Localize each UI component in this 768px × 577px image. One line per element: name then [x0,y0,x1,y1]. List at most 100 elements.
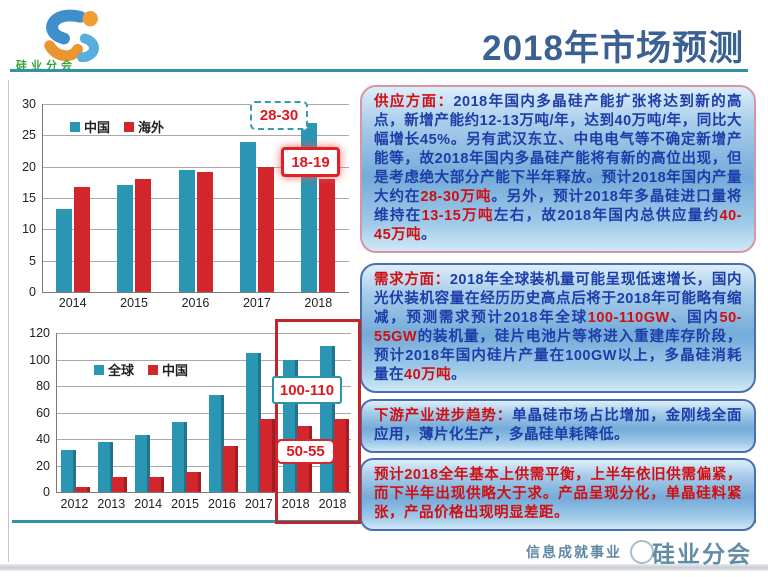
forecast-highlight-box [274,319,361,524]
y-axis-label: 40 [36,432,50,446]
watermark-logo-icon [630,540,654,564]
panel-text-segment: 。 [421,227,437,243]
gridline [42,260,349,262]
gridline [56,412,351,414]
x-axis-label: 2016 [208,497,236,511]
x-axis-label: 2013 [97,497,126,511]
legend-label: 中国 [162,363,189,378]
y-axis-label: 0 [29,285,36,299]
x-axis-label: 2012 [60,497,89,511]
x-axis-label: 2015 [120,296,148,310]
bar-中国-2015 [117,185,134,292]
callout-28-30: 28-30 [250,101,308,130]
legend-label: 全球 [108,363,135,378]
bar-全球-2012 [61,449,77,492]
gridline [42,292,349,293]
gridline [42,198,349,199]
panel-text-segment: 需求方面： [374,272,450,288]
gridline [56,359,351,361]
bar-海外-2014 [73,186,90,292]
bar-全球-2016 [208,395,224,492]
legend-swatch [94,364,104,375]
bar-海外-2016 [196,172,213,292]
panel-text-segment: 100-110GW [587,310,670,326]
page-left-edge [8,80,9,562]
bar-全球-2017 [245,352,261,492]
legend-item-全球: 全球 [94,360,134,379]
callout-50-55: 50-55 [276,439,335,464]
y-axis-line [56,333,57,492]
y-axis-label: 0 [43,485,50,499]
gridline [56,333,351,334]
legend-label: 海外 [138,120,165,135]
si-logo-icon [44,9,99,62]
callout-100-110: 100-110 [272,376,342,404]
panel-text-segment: 的装机量，硅片电池片等将进入重建库存阶段，预计2018年国内硅片产量在100GW… [374,329,742,383]
legend-item-中国: 中国 [70,117,110,136]
bar-全球-2014 [135,435,151,492]
legend: 中国 海外 [70,117,164,136]
chart-polysilicon-supply: 28-30 18-19 0 5 10 15 20 25 30 2014 2015 2016 2017… [14,95,360,320]
y-axis-label: 100 [29,352,50,367]
bar-中国-2018 [333,419,349,492]
bar-中国-2016 [222,445,238,492]
y-axis-label: 30 [22,97,36,111]
bar-中国-2017 [259,419,275,492]
bar-中国-2013 [112,477,128,492]
y-axis-label: 15 [22,191,36,205]
bar-中国-2012 [75,486,91,492]
panel-text-segment: 单晶硅市场占比增加，金刚线全面应用，薄片化生产，多晶硅单耗降低。 [374,408,743,443]
legend-swatch [124,121,135,132]
bar-中国-2017 [239,141,256,292]
panel-downstream: 下游产业进步趋势：单晶硅市场占比增加，金刚线全面应用，薄片化生产，多晶硅单耗降低… [360,399,756,453]
y-axis-label: 20 [36,458,50,473]
y-axis-label: 20 [22,159,36,174]
x-axis-label: 2017 [244,497,273,511]
header-rule [10,69,748,72]
bar-全球-2015 [172,421,188,492]
panel-text-segment: 2018年国内多晶硅产能扩张将达到新的高点，新增产能约12-13万吨/年，达到4… [374,94,742,205]
panel-text-segment: 40万吨 [404,367,452,383]
legend-swatch [148,364,159,375]
y-axis-label: 120 [29,326,50,340]
panel-text-segment: 2018年全球装机量可能呈现低速增长，国内光伏装机容量在经历历史高点后将于201… [374,272,743,326]
bar-海外-2018 [319,179,336,292]
chart-pv-installation: 100-110 50-55 0 20 40 60 80 100 120 2012 2013 201… [14,316,361,526]
panel-text-segment: 、国内 [669,310,720,326]
panel-text-segment: 28-30万吨 [420,189,492,205]
x-axis-label: 2018 [304,296,333,310]
footer-watermark: 信息成就事业 硅业分会 [526,535,752,569]
bar-全球-2013 [98,441,114,492]
bar-中国-2014 [55,209,72,292]
gridline [56,465,351,467]
panel-text-segment: 50-55GW [374,310,742,345]
y-axis-label: 10 [22,222,36,237]
panel-balance: 预计2018全年基本上供需平衡，上半年依旧供需偏紧，而下半年出现供略大于求。产品… [360,458,756,531]
watermark-slogan: 信息成就事业 [526,544,622,560]
panel-text-segment: 下游产业进步趋势： [374,408,513,424]
page-title: 2018年市场预测 [482,29,744,68]
y-axis-label: 5 [29,253,36,268]
y-axis-label: 25 [22,128,36,143]
x-axis-label: 2016 [181,296,210,310]
bar-中国-2014 [149,477,165,492]
watermark-association: 硅业分会 [652,541,752,567]
page-bottom-edge [0,564,768,571]
callout-18-19: 18-19 [281,147,340,177]
x-axis-label: 2018 [281,497,310,511]
legend-item-海外: 海外 [124,117,164,136]
legend: 全球 中国 [94,360,188,379]
x-axis-label: 2017 [242,296,271,310]
y-axis-label: 60 [36,405,50,420]
gridline [56,386,351,387]
gridline [56,439,351,440]
bar-海外-2015 [135,178,152,292]
x-axis-label: 2015 [171,497,199,511]
panel-text-segment: 40-45万吨 [374,208,742,243]
panel-supply: 供应方面：2018年国内多晶硅产能扩张将达到新的高点，新增产能约12-13万吨/… [360,85,756,253]
panel-text-segment: 供应方面： [374,94,454,110]
x-axis-label: 2014 [134,497,163,511]
x-axis-label: 2018 [318,497,347,511]
panel-text-segment: 13-15万吨 [421,208,494,224]
bar-海外-2017 [257,166,274,292]
